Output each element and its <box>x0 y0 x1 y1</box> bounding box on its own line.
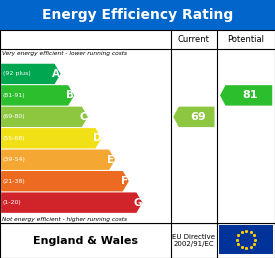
Text: F: F <box>121 176 128 186</box>
Text: Energy Efficiency Rating: Energy Efficiency Rating <box>42 8 233 22</box>
Text: C: C <box>80 112 87 122</box>
Text: (69-80): (69-80) <box>3 114 25 119</box>
Bar <box>0 30 275 223</box>
Text: Current: Current <box>178 35 210 44</box>
Text: (92 plus): (92 plus) <box>3 71 31 76</box>
Text: Potential: Potential <box>228 35 265 44</box>
Text: A: A <box>52 69 60 79</box>
Text: Very energy efficient - lower running costs: Very energy efficient - lower running co… <box>2 51 127 56</box>
Text: B: B <box>66 90 74 100</box>
Text: (39-54): (39-54) <box>3 157 26 162</box>
Polygon shape <box>1 171 129 191</box>
Polygon shape <box>1 128 101 149</box>
Polygon shape <box>1 85 74 106</box>
Polygon shape <box>1 107 88 127</box>
Text: (1-20): (1-20) <box>3 200 21 205</box>
Polygon shape <box>173 107 214 127</box>
Polygon shape <box>1 64 60 84</box>
Text: (21-38): (21-38) <box>3 179 26 184</box>
Text: E: E <box>107 155 114 165</box>
Text: G: G <box>134 198 142 208</box>
Text: (81-91): (81-91) <box>3 93 25 98</box>
Text: EU Directive
2002/91/EC: EU Directive 2002/91/EC <box>172 234 215 247</box>
Bar <box>0 223 275 258</box>
Text: D: D <box>93 133 101 143</box>
Bar <box>219 225 273 254</box>
Bar <box>0 0 275 30</box>
Text: England & Wales: England & Wales <box>33 236 138 246</box>
Text: 81: 81 <box>242 90 258 100</box>
Polygon shape <box>220 85 272 106</box>
Polygon shape <box>1 150 115 170</box>
Text: (55-68): (55-68) <box>3 136 25 141</box>
Text: 69: 69 <box>190 112 206 122</box>
Polygon shape <box>1 192 142 213</box>
Text: Not energy efficient - higher running costs: Not energy efficient - higher running co… <box>2 217 127 222</box>
